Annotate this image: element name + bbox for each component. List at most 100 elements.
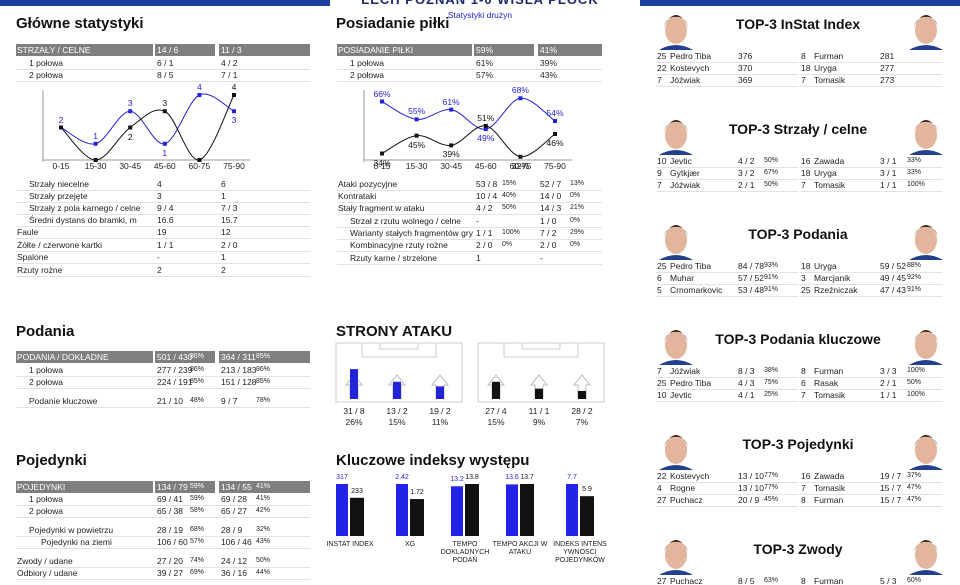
player-value: 1 / 1 — [880, 390, 897, 400]
row-value: - — [540, 253, 543, 263]
player-name: Jóźwiak — [670, 366, 701, 376]
row-line — [337, 239, 602, 240]
row-value: 43% — [540, 70, 558, 80]
data-label: 13.2 — [450, 476, 464, 484]
data-label: 7.7 — [567, 474, 577, 481]
point — [232, 109, 236, 114]
row-line — [656, 506, 798, 507]
player-pct: 45% — [764, 496, 779, 503]
player-pct: 50% — [764, 157, 779, 164]
player-name: Jóźwiak — [670, 180, 701, 190]
section-title: Pojedynki — [16, 452, 87, 469]
photo-hair — [914, 225, 938, 236]
row-value: 2 / 0 — [540, 240, 557, 250]
photo-face — [915, 226, 937, 254]
row-label: Pojedynki w powietrzu — [29, 525, 114, 535]
player-value: 8 / 5 — [738, 576, 755, 585]
row-value: 16.6 — [157, 215, 174, 225]
row-value: 4 / 2 — [221, 58, 238, 68]
point — [553, 119, 557, 123]
row-value: 134 / 55 — [221, 482, 252, 492]
row-line — [656, 389, 798, 390]
category-label: INDEKS INTENS YWNOSCI POJEDYNKÓW — [553, 541, 607, 564]
row-line — [337, 251, 602, 252]
row-value: 69 / 41 — [157, 494, 183, 504]
row-label: Odbiory / udane — [17, 568, 78, 578]
player-name: Uryga — [814, 261, 837, 271]
row-line — [800, 401, 942, 402]
row-value: 6 — [221, 179, 226, 189]
point — [483, 123, 488, 128]
player-name: Crnomarkovic — [670, 285, 723, 295]
player-number: 9 — [657, 168, 662, 178]
row-value: 2 — [221, 265, 226, 275]
row-value: 57% — [190, 538, 205, 545]
row-line — [16, 251, 310, 252]
bar — [436, 386, 444, 399]
player-name: Muhar — [670, 273, 695, 283]
player-name: Tomasik — [814, 75, 846, 85]
section-title: Podania — [16, 323, 75, 340]
section-title: Kluczowe indeksy występu — [336, 452, 530, 469]
player-pct: 100% — [907, 181, 925, 188]
player-pct: 50% — [764, 181, 779, 188]
player-number: 4 — [657, 483, 662, 493]
row-value: 86% — [256, 366, 271, 373]
player-value: 13 / 10 — [738, 471, 764, 481]
row-value: 3 — [157, 191, 162, 201]
value-label: 11% — [431, 417, 449, 427]
row-line — [800, 506, 942, 507]
row-value: 4 / 2 — [476, 203, 493, 213]
player-number: 8 — [801, 576, 806, 585]
x-tick-label: 15-30 — [84, 161, 107, 171]
player-value: 20 / 9 — [738, 495, 760, 505]
bar — [578, 390, 586, 399]
category-label: TEMPO DOKLADNYCH PODAŃ — [440, 541, 490, 564]
row-line — [16, 579, 310, 580]
player-number: 7 — [801, 180, 806, 190]
row-label: Pojedynki na ziemi — [41, 537, 112, 547]
player-number: 8 — [801, 366, 806, 376]
player-pct: 93% — [764, 262, 779, 269]
data-label: 39% — [442, 149, 460, 160]
photo-shirt — [659, 150, 693, 155]
player-pct: 88% — [907, 262, 922, 269]
player-value: 3 / 1 — [880, 156, 897, 166]
player-value: 5 / 3 — [880, 576, 897, 585]
pitch-box — [521, 342, 561, 350]
player-value: 15 / 7 — [880, 495, 902, 505]
player-number: 6 — [657, 273, 662, 283]
bar — [566, 484, 578, 536]
row-value: 59% — [190, 495, 205, 502]
bar — [535, 388, 543, 399]
header-cell — [219, 481, 310, 493]
data-label: 51% — [477, 112, 495, 123]
report-subtitle: Statystyki drużyn — [447, 10, 513, 20]
data-label: 1 — [162, 147, 168, 158]
data-label: 61% — [442, 96, 460, 107]
row-label: Rzuty karne / strzelone — [350, 253, 437, 263]
row-line — [16, 407, 310, 408]
player-number: 10 — [657, 390, 667, 400]
player-value: 84 / 78 — [738, 261, 764, 271]
row-value: 27 / 20 — [157, 556, 183, 566]
player-number: 27 — [657, 576, 667, 585]
player-value: 19 / 7 — [880, 471, 902, 481]
photo-hair — [664, 225, 688, 236]
row-value: 39% — [540, 58, 558, 68]
header-cell — [155, 351, 215, 363]
row-value: 78% — [256, 397, 271, 404]
player-name: Puchacz — [670, 576, 703, 585]
photo-hair — [664, 540, 688, 551]
row-line — [337, 227, 602, 228]
player-pct: 92% — [907, 274, 922, 281]
header-cell — [155, 44, 215, 56]
row-line — [656, 296, 798, 297]
bar — [451, 486, 463, 536]
player-name: Kostevych — [670, 471, 710, 481]
data-label: 1 — [93, 130, 98, 141]
player-name: Kostevych — [670, 63, 710, 73]
row-value: 28 / 19 — [157, 525, 183, 535]
point — [449, 143, 454, 148]
player-name: Jevtic — [670, 390, 692, 400]
